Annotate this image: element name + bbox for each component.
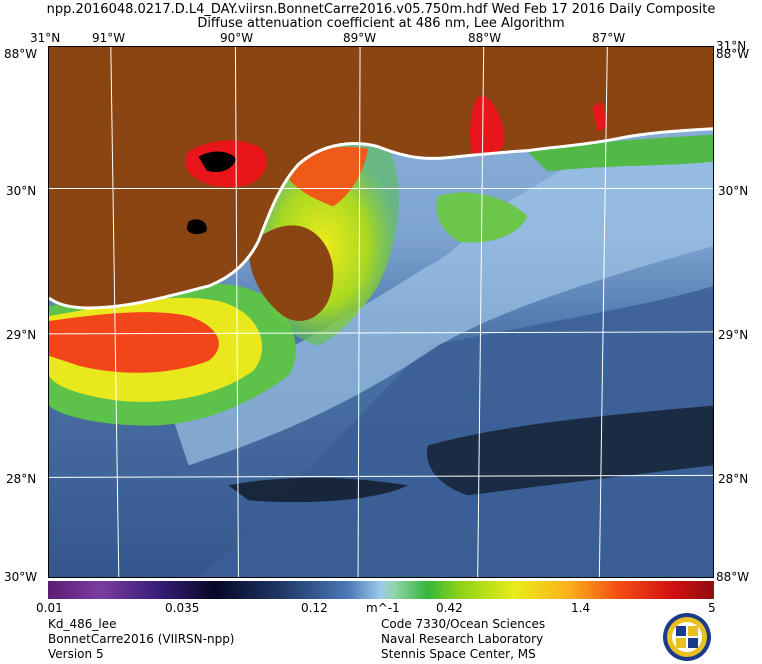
corner-lat-label-top-right: 31°N [716,39,747,53]
lake-pontchartrain-cloud [198,151,237,173]
version: Version 5 [48,647,104,661]
product-title: npp.2016048.0217.D.L4_DAY.viirsn.BonnetC… [46,2,716,17]
shelf-light-water [168,146,713,466]
coastline [49,127,713,310]
corner-lat-label-top-left: 31°N [30,31,61,45]
cloud-band-south [228,477,408,503]
org-code: Code 7330/Ocean Sciences [381,617,546,631]
colorbar-unit: m^-1 [366,601,400,615]
lon-label: 91°W [92,31,126,45]
cloud-band-east [426,405,713,496]
graticule [49,47,713,577]
colorbar-tick: 1.4 [571,601,591,615]
lon-label: 89°W [343,31,377,45]
org-name: Naval Research Laboratory [381,632,544,646]
lat-label-left: 29°N [6,328,37,342]
lat-label-right: 30°N [718,184,749,198]
colorbar-tick: 0.12 [301,601,328,615]
land-delta-lobe [248,225,334,321]
colorbar [48,581,714,599]
lat-label-right: 28°N [718,472,749,486]
corner-label-bottom-right: 88°W [716,570,750,584]
lake-west-cloud [186,219,207,235]
colorbar-tick: 0.01 [36,601,63,615]
corner-lon-label-left: 88°W [4,47,38,61]
colorbar-tick: 0.42 [436,601,463,615]
lat-label-left: 30°N [6,184,37,198]
land-louisiana [49,47,713,309]
footer-right: Code 7330/Ocean Sciences Naval Research … [381,617,545,662]
lon-label: 87°W [592,31,626,45]
bay-east [592,101,608,132]
dataset-name: BonnetCarre2016 (VIIRSN-npp) [48,632,235,646]
colorbar-tick: 0.035 [165,601,200,615]
corner-lon-label-right: 88°W [716,47,750,61]
lat-label-right: 29°N [718,328,749,342]
product-subtitle: Diffuse attenuation coefficient at 486 n… [197,16,565,31]
kd486-map[interactable] [48,46,714,578]
nrl-seal-logo [663,613,711,661]
lon-label: 90°W [220,31,254,45]
org-location: Stennis Space Center, MS [381,647,536,661]
plume-coast-green-east [527,134,713,172]
footer-left: Kd_486_lee BonnetCarre2016 (VIIRSN-npp) … [48,617,235,662]
lon-label: 88°W [468,31,502,45]
colorbar-tick: 5 [708,601,716,615]
deep-water-band [198,286,713,577]
corner-label-bottom-left: 30°W [4,570,38,584]
lat-label-left: 28°N [6,472,37,486]
mobile-bay [470,95,505,157]
product-name: Kd_486_lee [48,617,117,631]
plume-red-west [49,312,219,373]
